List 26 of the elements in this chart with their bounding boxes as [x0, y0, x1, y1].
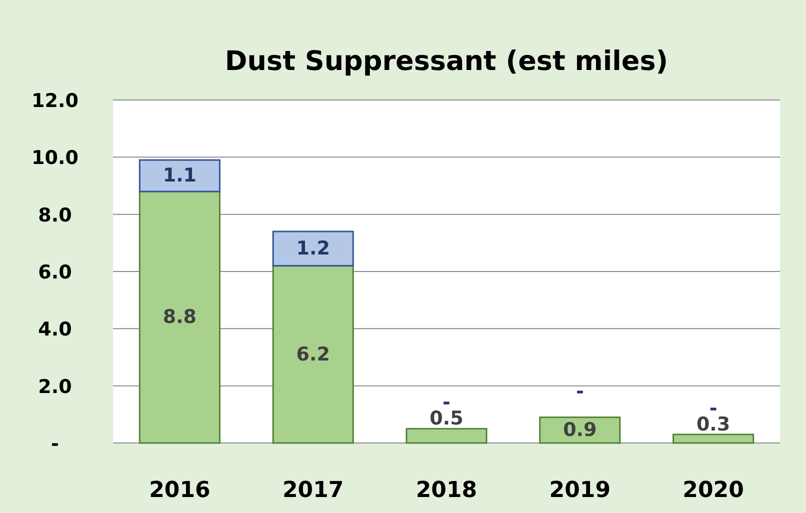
- data-label: 1.1: [162, 164, 197, 187]
- data-label: 8.8: [162, 306, 197, 328]
- y-tick-label: 6.0: [38, 262, 72, 284]
- x-tick-label: 2020: [682, 478, 744, 503]
- bar: [138, 159, 220, 192]
- y-tick-label: 10.0: [32, 147, 78, 170]
- y-tick-label: 4.0: [38, 318, 72, 341]
- y-tick-label: -: [51, 433, 59, 455]
- x-tick-label: 2016: [149, 478, 210, 503]
- y-tick-label: 2.0: [38, 376, 72, 398]
- chart-title: Dust Suppressant (est miles): [224, 46, 668, 77]
- bar: [672, 434, 754, 444]
- data-label: -: [576, 380, 584, 402]
- x-tick-label: 2018: [416, 478, 478, 503]
- x-tick-label: 2019: [549, 478, 611, 503]
- bar: [406, 428, 488, 444]
- y-tick-label: 12.0: [32, 90, 78, 112]
- data-label: 0.9: [563, 419, 597, 442]
- data-label: 6.2: [296, 343, 330, 366]
- bar: [272, 265, 354, 444]
- data-label: 1.2: [296, 238, 330, 260]
- y-tick-label: 8.0: [38, 204, 72, 226]
- bar: [272, 230, 354, 267]
- bar: [138, 190, 220, 444]
- x-tick-label: 2017: [282, 478, 344, 503]
- bar: [539, 416, 621, 444]
